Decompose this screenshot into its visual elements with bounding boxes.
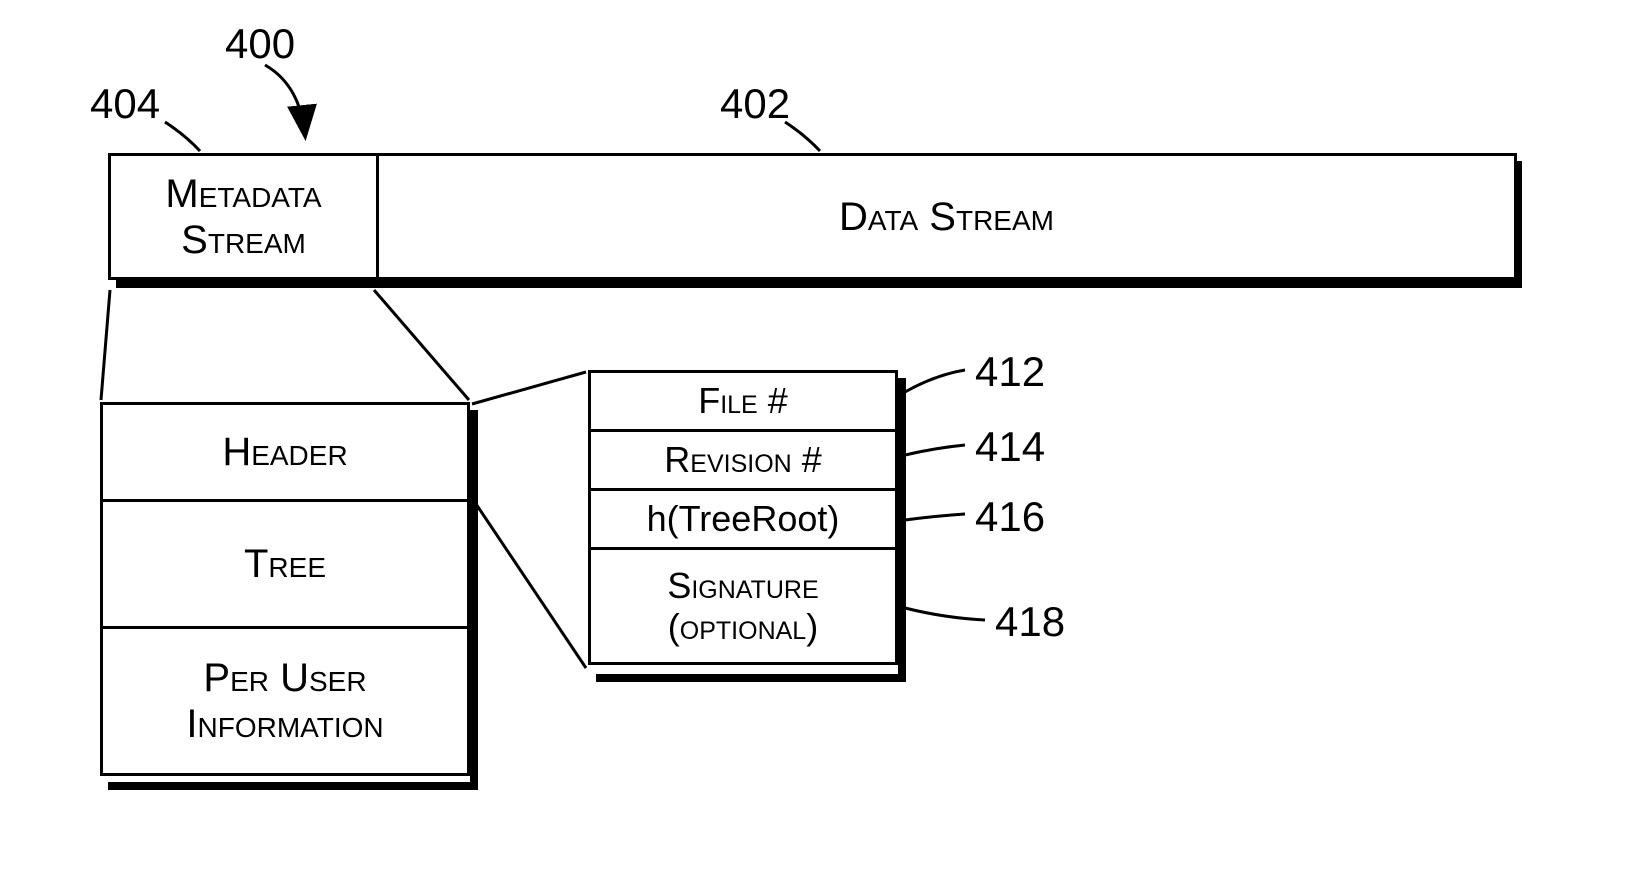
expand2-line-top bbox=[472, 372, 586, 404]
header-row-file: File # bbox=[588, 370, 898, 432]
header-row-file-label: File # bbox=[698, 380, 788, 421]
metadata-row-peruser: Per User Information bbox=[100, 626, 470, 776]
metadata-row-header: Header bbox=[100, 402, 470, 502]
expand2-line-bottom bbox=[472, 498, 586, 668]
lead-402 bbox=[785, 122, 820, 151]
header-row-signature: Signature (optional) bbox=[588, 547, 898, 665]
header-row-revision: Revision # bbox=[588, 429, 898, 491]
header-row-treeroot: h(TreeRoot) bbox=[588, 488, 898, 550]
lead-414 bbox=[905, 445, 965, 455]
lead-416 bbox=[905, 514, 965, 520]
header-row-signature-label: Signature (optional) bbox=[591, 565, 895, 648]
ref-404: 404 bbox=[90, 80, 160, 128]
ref-412: 412 bbox=[975, 348, 1045, 396]
lead-412 bbox=[905, 370, 965, 392]
expand-line-left bbox=[101, 290, 110, 400]
header-row-revision-label: Revision # bbox=[664, 439, 821, 480]
metadata-row-peruser-label: Per User Information bbox=[103, 655, 467, 747]
expand-line-right bbox=[374, 290, 469, 400]
metadata-expand-block: Header Tree Per User Information bbox=[100, 402, 470, 782]
metadata-row-header-label: Header bbox=[222, 429, 347, 475]
metadata-stream-cell: Metadata Stream bbox=[108, 153, 379, 280]
ref-414: 414 bbox=[975, 423, 1045, 471]
ref-400: 400 bbox=[225, 20, 295, 68]
data-stream-label: Data Stream bbox=[839, 194, 1054, 240]
data-stream-cell: Data Stream bbox=[376, 153, 1517, 280]
header-row-treeroot-label: h(TreeRoot) bbox=[647, 498, 840, 539]
ref-418: 418 bbox=[995, 598, 1065, 646]
header-expand-block: File # Revision # h(TreeRoot) Signature … bbox=[588, 370, 898, 674]
ref-402: 402 bbox=[720, 80, 790, 128]
ref-416: 416 bbox=[975, 493, 1045, 541]
stream-bar: Metadata Stream Data Stream bbox=[108, 153, 1514, 280]
metadata-row-tree-label: Tree bbox=[244, 541, 326, 587]
diagram-stage: Metadata Stream Data Stream Header Tree … bbox=[0, 0, 1634, 894]
lead-404 bbox=[165, 122, 200, 151]
arrow-400 bbox=[265, 65, 305, 135]
lead-418 bbox=[905, 608, 985, 620]
metadata-row-tree: Tree bbox=[100, 499, 470, 629]
metadata-stream-label: Metadata Stream bbox=[111, 171, 376, 263]
